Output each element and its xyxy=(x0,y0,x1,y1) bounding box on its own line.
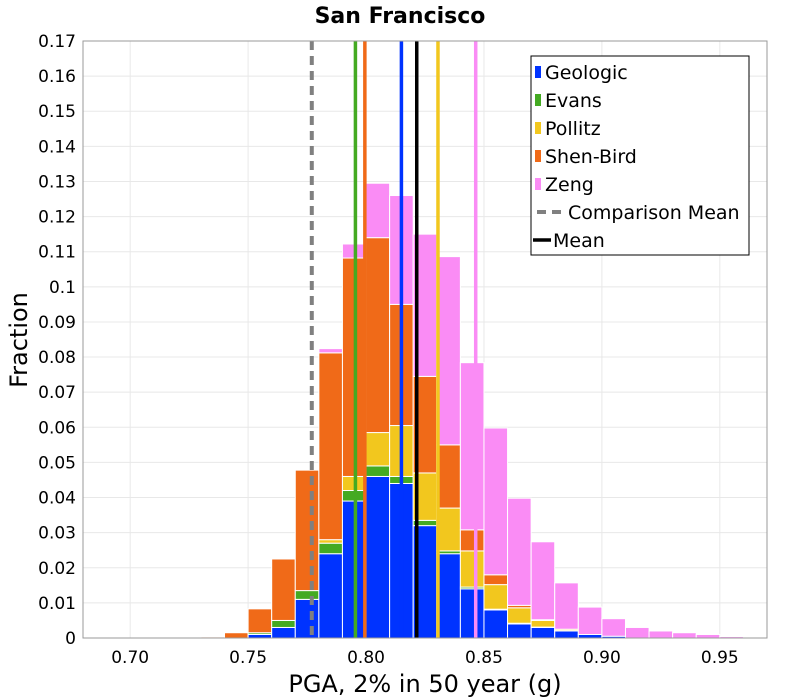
y-tick-label: 0.17 xyxy=(38,32,76,52)
bar-geologic xyxy=(554,630,579,639)
bar-shen-bird xyxy=(436,444,461,509)
bar-geologic xyxy=(294,598,320,639)
bar-pollitz xyxy=(507,607,532,624)
bars xyxy=(200,182,744,639)
bar-zeng xyxy=(695,633,721,639)
bar-shen-bird xyxy=(294,469,320,592)
bar-pollitz xyxy=(318,539,343,544)
plot-frame xyxy=(82,40,768,639)
legend-swatch-zeng xyxy=(535,178,541,190)
y-tick-label: 0 xyxy=(65,629,76,649)
legend-swatch-evans xyxy=(535,94,541,106)
y-tick-label: 0.05 xyxy=(38,453,76,473)
bar-zeng xyxy=(507,497,532,606)
bar-pollitz xyxy=(436,507,461,552)
x-tick-label: 0.95 xyxy=(701,648,739,668)
y-tick-label: 0.15 xyxy=(38,102,76,122)
y-tick-label: 0.13 xyxy=(38,172,76,192)
bar-zeng xyxy=(648,630,674,639)
y-tick-label: 0.11 xyxy=(38,243,76,263)
bar-geologic xyxy=(530,626,556,639)
bar-geologic xyxy=(436,553,461,639)
legend-label-geologic: Geologic xyxy=(545,62,628,84)
axis-ticks: 0 0.01 0.02 0.03 0.04 0.05 0.06 0.07 0.08 0.09 0.1… xyxy=(38,32,739,668)
bar-pollitz xyxy=(459,550,485,588)
bar-zeng xyxy=(318,348,343,354)
legend-swatch-shen-bird xyxy=(535,150,541,162)
y-tick-label: 0.04 xyxy=(38,489,76,509)
bar-pollitz xyxy=(483,584,509,610)
bar-zeng xyxy=(577,606,603,635)
legend-label-shen-bird: Shen-Bird xyxy=(545,146,637,168)
bar-zeng xyxy=(459,362,485,531)
bar-geologic xyxy=(318,553,343,639)
legend: Geologic Evans Pollitz Shen-Bird Zeng Compari… xyxy=(530,55,750,256)
bar-zeng xyxy=(436,256,461,446)
bar-evans xyxy=(318,542,343,555)
x-tick-label: 0.70 xyxy=(111,648,149,668)
bar-geologic xyxy=(247,633,273,639)
bar-pollitz xyxy=(530,619,556,628)
legend-box xyxy=(530,55,750,256)
x-tick-label: 0.75 xyxy=(229,648,267,668)
bar-zeng xyxy=(624,626,650,639)
bar-zeng xyxy=(672,632,697,639)
legend-swatch-pollitz xyxy=(535,122,541,134)
legend-label-pollitz: Pollitz xyxy=(545,118,601,140)
y-tick-label: 0.14 xyxy=(38,137,76,157)
bar-shen-bird xyxy=(459,529,485,552)
legend-label-zeng: Zeng xyxy=(545,174,594,196)
y-tick-label: 0.08 xyxy=(38,348,76,368)
bar-evans xyxy=(365,465,391,477)
bar-evans xyxy=(294,590,320,600)
y-tick-label: 0.16 xyxy=(38,67,76,87)
legend-label-mean: Mean xyxy=(553,230,605,252)
x-axis-label: PGA, 2% in 50 year (g) xyxy=(288,670,561,698)
y-tick-label: 0.09 xyxy=(38,313,76,333)
bar-zeng xyxy=(530,541,556,621)
bar-geologic xyxy=(507,623,532,639)
y-axis-label: Fraction xyxy=(5,292,33,388)
x-tick-label: 0.85 xyxy=(465,648,503,668)
legend-label-evans: Evans xyxy=(545,90,602,112)
bar-zeng xyxy=(601,618,626,637)
bar-shen-bird xyxy=(224,632,249,639)
bar-shen-bird xyxy=(365,237,391,434)
y-tick-label: 0.1 xyxy=(49,278,76,298)
legend-label-comparison-mean: Comparison Mean xyxy=(568,202,740,224)
x-tick-label: 0.80 xyxy=(347,648,385,668)
bar-zeng xyxy=(554,582,579,630)
bar-pollitz xyxy=(365,432,391,467)
bar-geologic xyxy=(365,475,391,639)
chart-title: San Francisco xyxy=(315,4,486,29)
bar-shen-bird xyxy=(318,352,343,541)
legend-swatch-geologic xyxy=(535,66,541,78)
bar-shen-bird xyxy=(271,558,296,621)
y-tick-label: 0.12 xyxy=(38,208,76,228)
bar-geologic xyxy=(271,626,296,639)
bar-zeng xyxy=(365,182,391,239)
bar-geologic xyxy=(483,609,509,639)
y-tick-label: 0.02 xyxy=(38,559,76,579)
y-tick-label: 0.06 xyxy=(38,418,76,438)
bar-shen-bird xyxy=(483,574,509,586)
bar-geologic xyxy=(459,588,485,639)
bar-geologic xyxy=(577,633,603,639)
x-tick-label: 0.90 xyxy=(583,648,621,668)
bar-shen-bird xyxy=(247,608,273,634)
y-tick-label: 0.03 xyxy=(38,524,76,544)
bar-zeng xyxy=(483,427,509,576)
mean-lines xyxy=(309,41,478,638)
y-tick-label: 0.07 xyxy=(38,383,76,403)
bar-evans xyxy=(271,619,296,628)
y-tick-label: 0.01 xyxy=(38,594,76,614)
